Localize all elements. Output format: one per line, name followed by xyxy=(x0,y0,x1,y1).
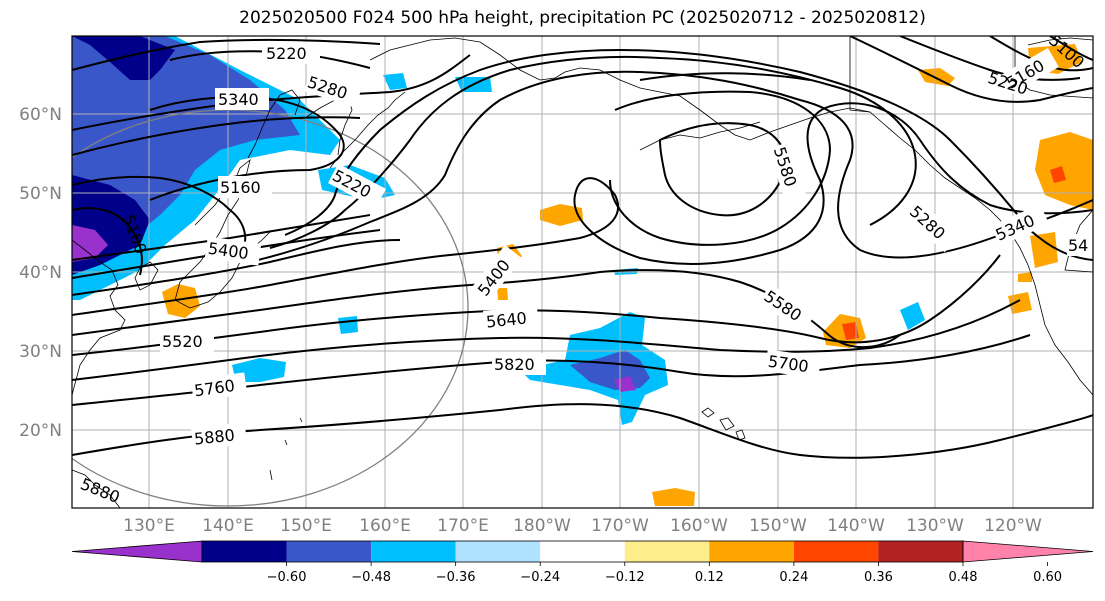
colorbar-swatch xyxy=(878,541,963,562)
contour-label: 54 xyxy=(1068,236,1088,255)
lat-label: 30°N xyxy=(19,342,62,362)
lat-label: 40°N xyxy=(19,263,62,283)
lon-label: 130°E xyxy=(123,516,175,536)
lon-label: 140°E xyxy=(202,516,254,536)
lat-label: 50°N xyxy=(19,184,62,204)
colorbar-tick-label: −0.12 xyxy=(605,570,645,585)
map-panel: 5220 5280 5340 5160 5100 5220 5580 5280 … xyxy=(72,36,1093,508)
contour-label: 5160 xyxy=(220,178,261,197)
contour-label: 5820 xyxy=(494,355,535,374)
lat-label: 60°N xyxy=(19,105,62,125)
contour-label: 5340 xyxy=(218,90,259,109)
lon-label: 150°W xyxy=(749,516,807,536)
lon-label: 170°E xyxy=(437,516,489,536)
lon-label: 160°E xyxy=(359,516,411,536)
colorbar-tick-label: 0.48 xyxy=(949,570,978,585)
lon-label: 150°E xyxy=(280,516,332,536)
colorbar-swatch xyxy=(286,541,372,562)
colorbar-swatch xyxy=(793,541,879,562)
lat-label: 20°N xyxy=(19,421,62,441)
lon-label: 120°W xyxy=(984,516,1042,536)
lon-label: 160°W xyxy=(670,516,728,536)
contour-label-group: 5220 5280 5340 5160 5100 5220 5580 5280 … xyxy=(78,36,1093,507)
contour-label: 5880 xyxy=(193,425,235,448)
chart-title: 2025020500 F024 500 hPa height, precipit… xyxy=(239,8,926,28)
colorbar-tick-label: 0.36 xyxy=(864,570,893,585)
contour-label: 5220 xyxy=(266,44,307,63)
colorbar-swatch xyxy=(371,541,456,562)
colorbar: −0.60 −0.48 −0.36 −0.24 −0.12 0.12 0.24 0.36 0.4… xyxy=(71,540,1094,585)
colorbar-frame xyxy=(201,540,964,563)
colorbar-tick-label: 0.60 xyxy=(1033,570,1062,585)
latitude-axis: 60°N 50°N 40°N 30°N 20°N xyxy=(19,105,62,441)
map-frame xyxy=(71,35,1094,509)
colorbar-swatch xyxy=(962,540,1094,563)
colorbar-tick-label: −0.60 xyxy=(267,570,307,585)
colorbar-swatch xyxy=(455,541,541,562)
longitude-axis: 130°E 140°E 150°E 160°E 170°E 180°W 170°… xyxy=(123,516,1042,536)
contour-label: 5640 xyxy=(485,308,527,331)
lon-label: 140°W xyxy=(827,516,885,536)
lon-label: 130°W xyxy=(906,516,964,536)
colorbar-tick-label: −0.24 xyxy=(520,570,560,585)
colorbar-swatch xyxy=(71,540,203,563)
colorbar-swatch xyxy=(709,541,794,562)
lon-label: 180°W xyxy=(513,516,571,536)
colorbar-swatch xyxy=(624,541,710,562)
graticule xyxy=(72,36,1093,508)
colorbar-tick-label: −0.48 xyxy=(351,570,391,585)
colorbar-swatch xyxy=(540,541,625,562)
contour-label: 5520 xyxy=(162,332,203,351)
colorbar-tick-label: 0.24 xyxy=(779,570,808,585)
colorbar-tick-label: −0.36 xyxy=(436,570,476,585)
colorbar-swatch xyxy=(202,541,287,562)
colorbar-tick-label: 0.12 xyxy=(695,570,724,585)
lon-label: 170°W xyxy=(591,516,649,536)
